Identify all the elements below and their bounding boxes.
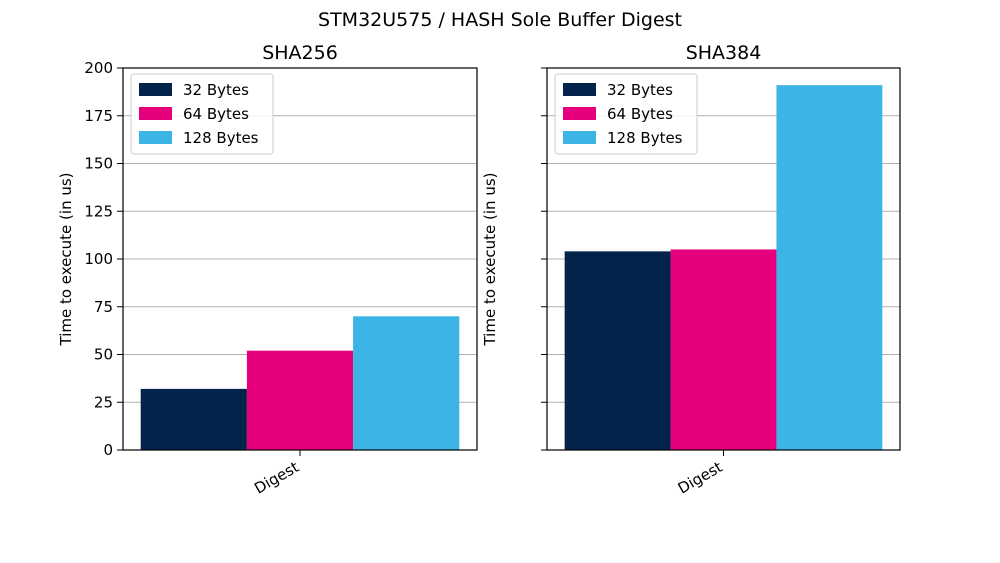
bar-32-bytes	[140, 388, 247, 450]
y-tick-label: 175	[84, 107, 113, 125]
y-axis-label: Time to execute (in us)	[481, 172, 499, 346]
plot-frame	[546, 67, 901, 451]
chart-title: SHA384	[686, 42, 762, 64]
legend: 32 Bytes 64 Bytes 128 Bytes	[554, 73, 698, 155]
y-tick-label: 25	[94, 393, 113, 411]
legend: 32 Bytes 64 Bytes 128 Bytes	[130, 73, 274, 155]
legend-swatch	[563, 83, 596, 96]
x-tick-label: Digest	[251, 458, 302, 498]
bar-64-bytes	[670, 249, 777, 450]
bar-32-bytes	[564, 251, 671, 450]
y-tick-label: 200	[84, 59, 113, 77]
legend-label: 128 Bytes	[183, 129, 259, 147]
y-tick-label: 150	[84, 155, 113, 173]
chart-title: SHA256	[262, 42, 338, 64]
legend-label: 64 Bytes	[607, 105, 673, 123]
legend-swatch	[139, 131, 172, 144]
legend-label: 64 Bytes	[183, 105, 249, 123]
y-tick-label: 125	[84, 202, 113, 220]
bar-128-bytes	[776, 85, 883, 450]
bar-128-bytes	[353, 316, 460, 450]
figure-title: STM32U575 / HASH Sole Buffer Digest	[318, 9, 682, 31]
legend-swatch	[563, 131, 596, 144]
y-tick-label: 100	[84, 250, 113, 268]
y-tick-label: 75	[94, 298, 113, 316]
legend-label: 32 Bytes	[183, 81, 249, 99]
chart-panel-1: Digest 0 25 50 75 100 125 150 175 200 SHA256 Time t…	[57, 42, 478, 498]
x-tick-label: Digest	[675, 458, 726, 498]
legend-swatch	[139, 107, 172, 120]
legend-swatch	[563, 107, 596, 120]
bar-64-bytes	[246, 350, 354, 450]
y-tick-label: 50	[94, 346, 113, 364]
legend-label: 128 Bytes	[607, 129, 683, 147]
legend-label: 32 Bytes	[607, 81, 673, 99]
y-tick-label: 0	[103, 441, 113, 459]
plot-frame	[122, 67, 478, 451]
y-axis-label: Time to execute (in us)	[57, 172, 75, 346]
legend-swatch	[139, 83, 172, 96]
chart-panel-2: Digest SHA384 Time to execute (in us) 32 By…	[481, 42, 901, 498]
